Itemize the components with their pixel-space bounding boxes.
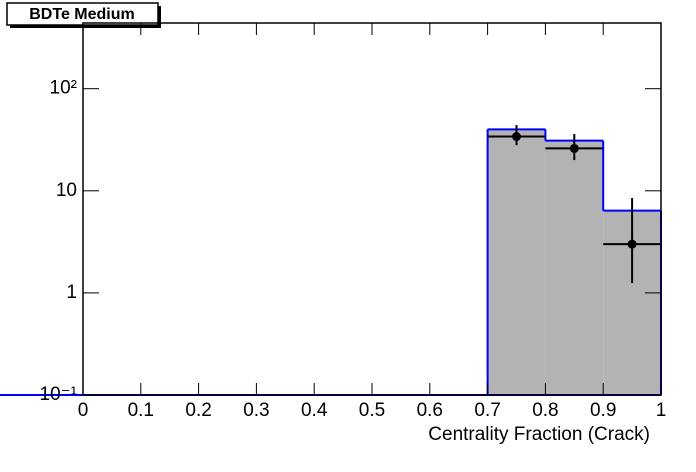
- x-tick-label: 1: [656, 400, 667, 421]
- x-tick-label: 0.7: [474, 400, 500, 421]
- x-tick-label: 0.9: [590, 400, 616, 421]
- chart-title: BDTe Medium: [29, 6, 134, 23]
- data-point: [512, 132, 521, 142]
- data-point: [569, 143, 579, 153]
- x-tick-label: 0: [78, 400, 89, 421]
- y-tick-label: 10⁻¹: [40, 384, 78, 405]
- x-tick-label: 0.8: [532, 400, 558, 421]
- data-point: [627, 239, 637, 249]
- x-tick-label: 0.1: [128, 400, 154, 421]
- bar: [545, 140, 604, 395]
- x-tick-label: 0.6: [417, 400, 443, 421]
- y-tick-label: 1: [66, 282, 77, 303]
- x-tick-label: 0.5: [359, 400, 385, 421]
- x-tick-label: 0.2: [185, 400, 211, 421]
- x-axis-label: Centrality Fraction (Crack): [428, 424, 650, 445]
- y-tick-label: 10²: [50, 78, 77, 99]
- y-tick-label: 10: [56, 180, 77, 201]
- x-tick-label: 0.4: [301, 400, 328, 421]
- bar: [487, 129, 546, 395]
- x-tick-label: 0.3: [243, 400, 269, 421]
